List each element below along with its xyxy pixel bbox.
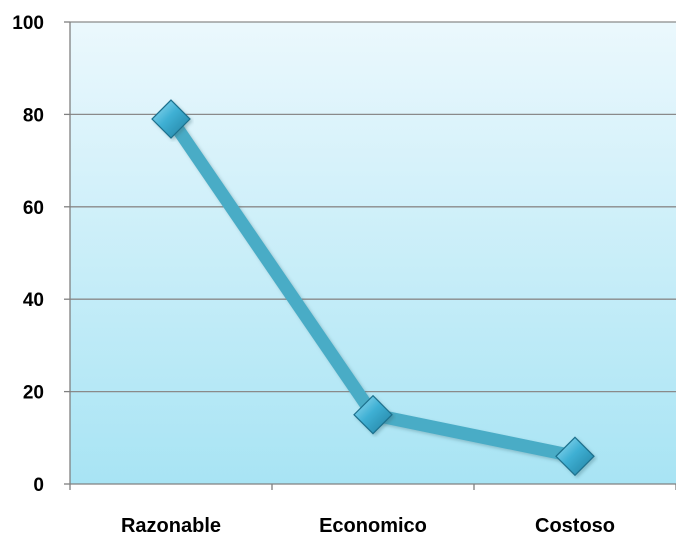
y-tick-label: 20 [23, 383, 44, 404]
y-tick-label: 80 [23, 105, 44, 126]
x-tick-label: Costoso [535, 515, 615, 536]
data-point-marker [151, 99, 191, 139]
x-tick-label: Razonable [121, 515, 221, 536]
y-tick-label: 40 [23, 290, 44, 311]
y-tick-label: 60 [23, 198, 44, 219]
x-tick-label: Economico [319, 515, 427, 536]
y-tick-label: 0 [33, 475, 44, 496]
data-point-marker [555, 436, 595, 477]
data-point-marker [353, 394, 393, 435]
y-tick-label: 100 [12, 13, 44, 34]
